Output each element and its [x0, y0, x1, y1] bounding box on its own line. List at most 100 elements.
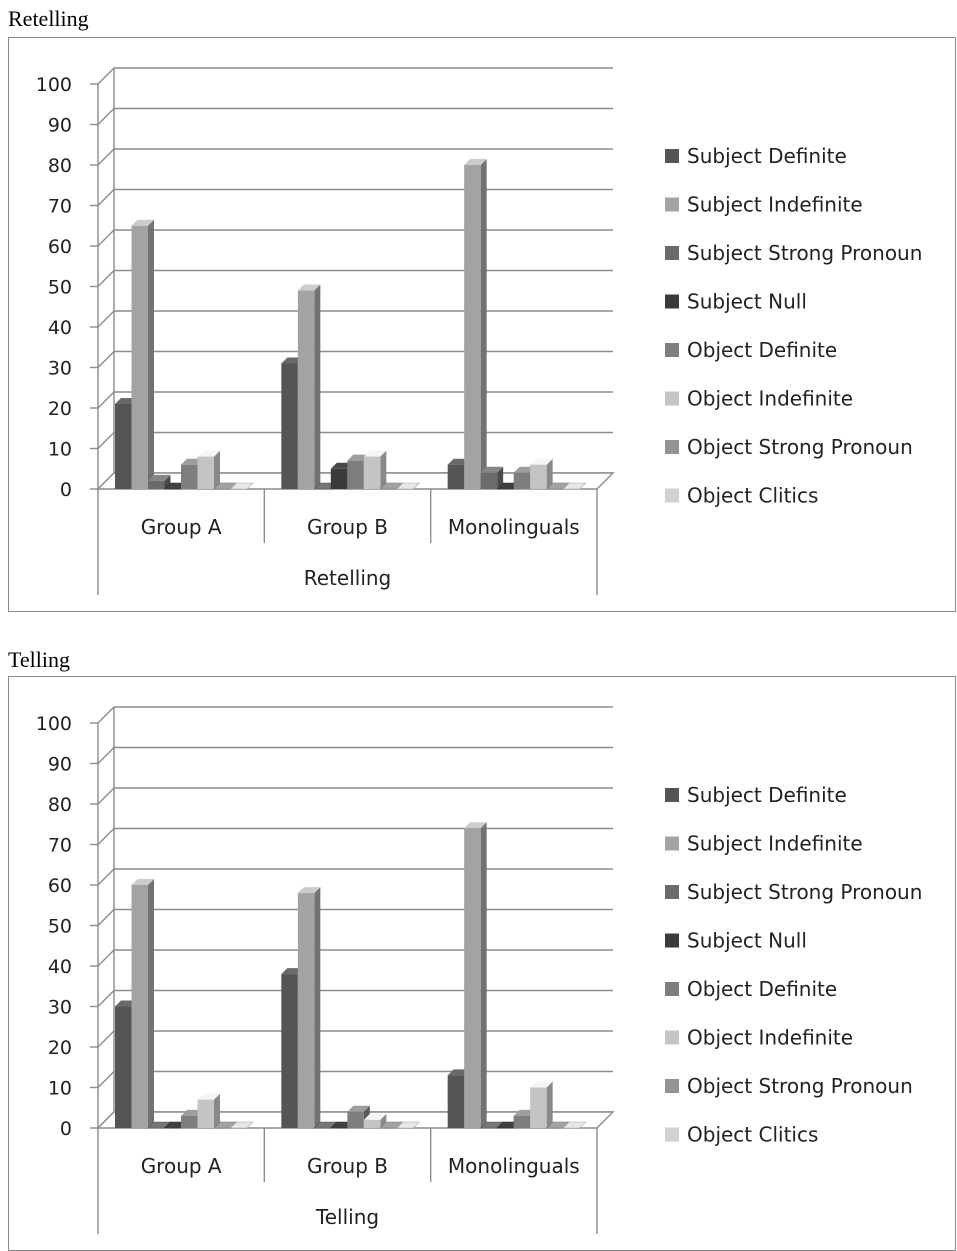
chart-legend-0: Subject Definite Subject Indefinite Subjec…: [665, 144, 922, 508]
bar-group-b-object-indefinite: [363, 450, 387, 489]
gridline-depth: [97, 747, 115, 764]
bar-monolinguals-object-indefinite: [530, 1081, 553, 1128]
gridline-depth: [97, 1030, 115, 1048]
bar-top: [530, 1081, 553, 1088]
bar-top: [396, 1121, 421, 1129]
bar-top: [562, 1121, 587, 1129]
bar-monolinguals-object-clitics: [562, 482, 587, 490]
bar-monolinguals-subject-indefinite: [464, 159, 487, 489]
legend-swatch-subject-null: [665, 933, 679, 948]
chart-plot-1: 0 10 20 30 40 50 60 70 80 90 100 Group A Group B Mono…: [36, 706, 615, 1234]
bar-group-a-object-clitics: [229, 482, 254, 490]
gridline-depth: [97, 229, 115, 247]
chart-caption-telling: Telling: [8, 647, 71, 672]
legend-swatch-subject-indefinite: [665, 197, 679, 212]
gridline-depth: [97, 949, 115, 967]
gridline-depth: [97, 67, 115, 85]
bar-side: [314, 284, 321, 489]
gridline-depth: [97, 351, 115, 368]
bar-side: [546, 1081, 553, 1128]
y-tick-label: 90: [48, 754, 72, 776]
y-tick-label: 20: [48, 1037, 72, 1059]
bar-front: [464, 165, 481, 489]
gridline-depth: [97, 310, 115, 328]
bar-front: [181, 464, 198, 489]
bar-top: [229, 482, 254, 490]
bar-group-b-object-clitics: [396, 1121, 421, 1129]
bar-side: [380, 450, 387, 489]
gridline-depth: [97, 909, 115, 926]
bar-group-a-subject-strong-pronoun: [148, 474, 171, 489]
chart-caption-retelling: Retelling: [8, 6, 89, 31]
bar-top: [396, 482, 421, 490]
bar-monolinguals-object-indefinite: [530, 458, 553, 489]
bar-group-a-object-indefinite: [197, 1093, 220, 1128]
bar-front: [297, 893, 315, 1128]
bar-group-b-object-clitics: [396, 482, 421, 490]
bar-side: [164, 474, 171, 489]
bar-group-b-subject-indefinite: [297, 284, 321, 489]
legend-label-object-definite: Object Definite: [687, 977, 837, 1001]
bar-side: [380, 1113, 387, 1128]
legend-label-subject-definite: Subject Definite: [687, 144, 847, 168]
gridline-depth: [97, 868, 115, 886]
bar-side: [148, 879, 154, 1128]
category-label-monolinguals: Monolinguals: [448, 515, 580, 539]
bar-front: [131, 225, 148, 489]
legend-swatch-subject-definite: [665, 149, 679, 163]
bar-top: [131, 879, 154, 885]
legend-swatch-object-strong-pronoun: [665, 1079, 679, 1093]
legend-swatch-object-definite: [665, 343, 679, 357]
bar-side: [148, 219, 154, 489]
legend-swatch-object-clitics: [665, 1127, 679, 1142]
bar-front: [197, 456, 214, 489]
bar-front: [115, 403, 132, 489]
bar-monolinguals-subject-indefinite: [464, 822, 487, 1128]
x-axis-label: Telling: [315, 1205, 379, 1229]
legend-swatch-subject-null: [665, 294, 679, 309]
bar-top: [530, 458, 553, 465]
bar-top: [464, 822, 487, 829]
legend-label-subject-strong-pronoun: Subject Strong Pronoun: [687, 241, 922, 265]
bar-side: [480, 822, 487, 1128]
gridline-depth: [97, 1071, 115, 1088]
bar-top: [480, 466, 504, 473]
legend-swatch-object-strong-pronoun: [665, 440, 679, 454]
bar-top: [363, 450, 387, 457]
legend-label-object-indefinite: Object Indefinite: [687, 387, 853, 411]
bar-side: [497, 466, 504, 489]
category-label-group-b: Group B: [307, 515, 388, 539]
gridline-depth: [97, 432, 115, 449]
y-tick-label: 40: [48, 317, 72, 339]
bar-group-a-subject-indefinite: [131, 219, 154, 489]
y-tick-label: 100: [36, 74, 72, 96]
bar-front: [148, 480, 165, 489]
bar-front: [447, 464, 465, 489]
bar-top: [197, 1093, 220, 1100]
category-label-group-b: Group B: [307, 1154, 388, 1178]
legend-swatch-object-indefinite: [665, 391, 679, 406]
bar-front: [347, 1111, 364, 1128]
gridline-depth: [97, 189, 115, 206]
y-tick-label: 0: [60, 479, 72, 501]
bar-front: [464, 828, 481, 1128]
y-tick-label: 50: [48, 277, 72, 299]
gridline-depth: [97, 828, 115, 845]
bar-side: [314, 887, 321, 1128]
bar-front: [347, 460, 364, 489]
legend-label-object-strong-pronoun: Object Strong Pronoun: [687, 435, 913, 459]
bar-group-b-object-indefinite: [363, 1113, 387, 1128]
bar-group-a-object-clitics: [229, 1121, 254, 1129]
bar-front: [513, 1115, 531, 1128]
y-tick-label: 80: [48, 155, 72, 177]
bar-front: [297, 290, 315, 489]
bar-monolinguals-object-clitics: [562, 1121, 587, 1129]
y-tick-label: 0: [60, 1118, 72, 1140]
legend-swatch-subject-strong-pronoun: [665, 885, 679, 899]
bar-front: [115, 1006, 132, 1128]
bar-top: [297, 284, 321, 291]
bar-group-a-subject-indefinite: [131, 879, 154, 1128]
bar-front: [281, 974, 298, 1128]
gridline-depth: [97, 391, 115, 409]
